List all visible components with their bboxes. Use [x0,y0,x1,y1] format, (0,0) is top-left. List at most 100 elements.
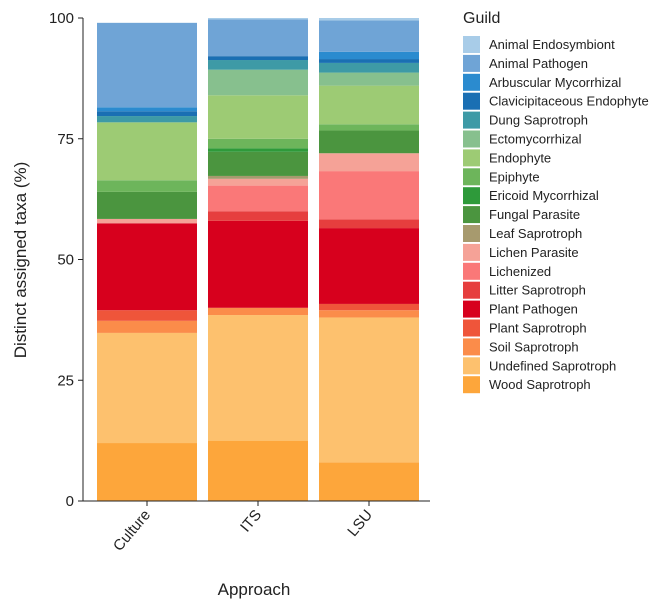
legend-label-wood-saprotroph: Wood Saprotroph [489,377,591,392]
bar-lsu-clavicipitaceous-endophyte [319,59,419,63]
legend-label-arbuscular-mycorrhizal: Arbuscular Mycorrhizal [489,75,621,90]
legend-swatch-wood-saprotroph [463,376,480,394]
bar-lsu-ectomycorrhizal [319,72,419,86]
legend-label-plant-pathogen: Plant Pathogen [489,302,578,317]
legend-swatch-plant-saprotroph [463,319,480,337]
bar-culture-lichen-parasite [97,218,197,224]
bar-its-soil-saprotroph [208,307,308,316]
x-tick-label-culture: Culture [110,507,154,555]
legend-label-ericoid-mycorrhizal: Ericoid Mycorrhizal [489,188,599,203]
bar-lsu-litter-saprotroph [319,219,419,229]
legend-label-soil-saprotroph: Soil Saprotroph [489,339,579,354]
legend-swatch-lichen-parasite [463,243,480,261]
bar-its-fungal-parasite [208,151,308,176]
bar-culture-plant-saprotroph [97,310,197,321]
bar-lsu-animal-endosymbiont [319,18,419,21]
legend-label-lichen-parasite: Lichen Parasite [489,245,579,260]
y-tick-label-25: 25 [57,372,74,389]
x-tick-label-lsu: LSU [344,507,376,540]
bar-its-epiphyte [208,138,308,149]
legend-label-lichenized: Lichenized [489,264,551,279]
bar-culture-fungal-parasite [97,191,197,219]
bar-lsu-dung-saprotroph [319,62,419,73]
bar-lsu-fungal-parasite [319,130,419,154]
bar-lsu-lichen-parasite [319,153,419,172]
bar-lsu-soil-saprotroph [319,310,419,318]
bar-its-leaf-saprotroph [208,175,308,179]
legend-label-animal-pathogen: Animal Pathogen [489,56,588,71]
y-tick-label-75: 75 [57,131,74,148]
legend-swatch-endophyte [463,149,480,167]
bar-its-clavicipitaceous-endophyte [208,56,308,61]
bar-lsu-wood-saprotroph [319,462,419,501]
bar-lsu-undefined-saprotroph [319,317,419,463]
y-tick-label-50: 50 [57,252,74,269]
bar-lsu-plant-saprotroph [319,303,419,311]
bar-its-lichen-parasite [208,178,308,186]
bar-culture-animal-pathogen [97,22,197,108]
bar-lsu-animal-pathogen [319,20,419,52]
legend-label-ectomycorrhizal: Ectomycorrhizal [489,132,582,147]
x-axis-title: Approach [218,580,291,599]
bar-culture-undefined-saprotroph [97,332,197,444]
legend-label-animal-endosymbiont: Animal Endosymbiont [489,37,615,52]
legend-label-undefined-saprotroph: Undefined Saprotroph [489,358,616,373]
bar-lsu-lichenized [319,171,419,220]
legend-label-leaf-saprotroph: Leaf Saprotroph [489,226,582,241]
legend-swatch-lichenized [463,262,480,280]
legend-swatch-animal-pathogen [463,54,480,72]
legend-title: Guild [463,10,500,27]
bar-its-litter-saprotroph [208,211,308,221]
bar-its-dung-saprotroph [208,60,308,70]
y-axis-title: Distinct assigned taxa (%) [11,162,30,359]
legend-label-fungal-parasite: Fungal Parasite [489,207,580,222]
legend-swatch-clavicipitaceous-endophyte [463,92,480,110]
y-tick-label-100: 100 [49,10,74,27]
legend-swatch-dung-saprotroph [463,111,480,129]
bar-culture-arbuscular-mycorrhizal [97,107,197,112]
legend-label-plant-saprotroph: Plant Saprotroph [489,321,587,336]
legend-swatch-ericoid-mycorrhizal [463,187,480,205]
bar-culture-wood-saprotroph [97,443,197,501]
bar-its-ericoid-mycorrhizal [208,148,308,152]
legend-label-litter-saprotroph: Litter Saprotroph [489,283,586,298]
bar-lsu-arbuscular-mycorrhizal [319,51,419,60]
legend-label-dung-saprotroph: Dung Saprotroph [489,113,588,128]
legend-swatch-animal-endosymbiont [463,36,480,53]
legend-swatch-arbuscular-mycorrhizal [463,73,480,91]
y-tick-label-0: 0 [66,493,74,510]
legend-swatch-undefined-saprotroph [463,357,480,375]
y-axis: 0 25 50 75 100 [49,10,84,510]
bar-culture-epiphyte [97,180,197,192]
legend-swatch-soil-saprotroph [463,338,480,356]
legend-label-clavicipitaceous-endophyte: Clavicipitaceous Endophyte [489,94,649,109]
bar-culture-endophyte [97,122,197,181]
bar-culture-plant-pathogen [97,223,197,311]
bar-its-wood-saprotroph [208,440,308,501]
legend-swatch-litter-saprotroph [463,281,480,299]
bar-lsu-epiphyte [319,124,419,131]
x-axis: Culture ITS LSU [83,500,430,555]
bar-its-plant-pathogen [208,220,308,308]
legend-label-endophyte: Endophyte [489,150,551,165]
legend-swatch-leaf-saprotroph [463,225,480,242]
bar-lsu-endophyte [319,85,419,125]
legend-label-epiphyte: Epiphyte [489,169,540,184]
bar-its-endophyte [208,95,308,139]
bar-its-animal-endosymbiont [208,18,308,20]
bar-culture-dung-saprotroph [97,116,197,123]
bar-its-animal-pathogen [208,19,308,57]
bar-lsu-plant-pathogen [319,228,419,304]
bar-its-lichenized [208,185,308,212]
legend-swatch-ectomycorrhizal [463,130,480,148]
bar-its-undefined-saprotroph [208,315,308,441]
legend: Guild Animal Endosymbiont Animal Pathogen… [463,10,649,394]
x-tick-label-its: ITS [237,507,265,536]
bar-layer [97,18,419,501]
bar-its-ectomycorrhizal [208,69,308,96]
legend-swatch-fungal-parasite [463,206,480,224]
bar-culture-soil-saprotroph [97,320,197,333]
bar-culture-clavicipitaceous-endophyte [97,111,197,117]
legend-swatch-epiphyte [463,168,480,186]
